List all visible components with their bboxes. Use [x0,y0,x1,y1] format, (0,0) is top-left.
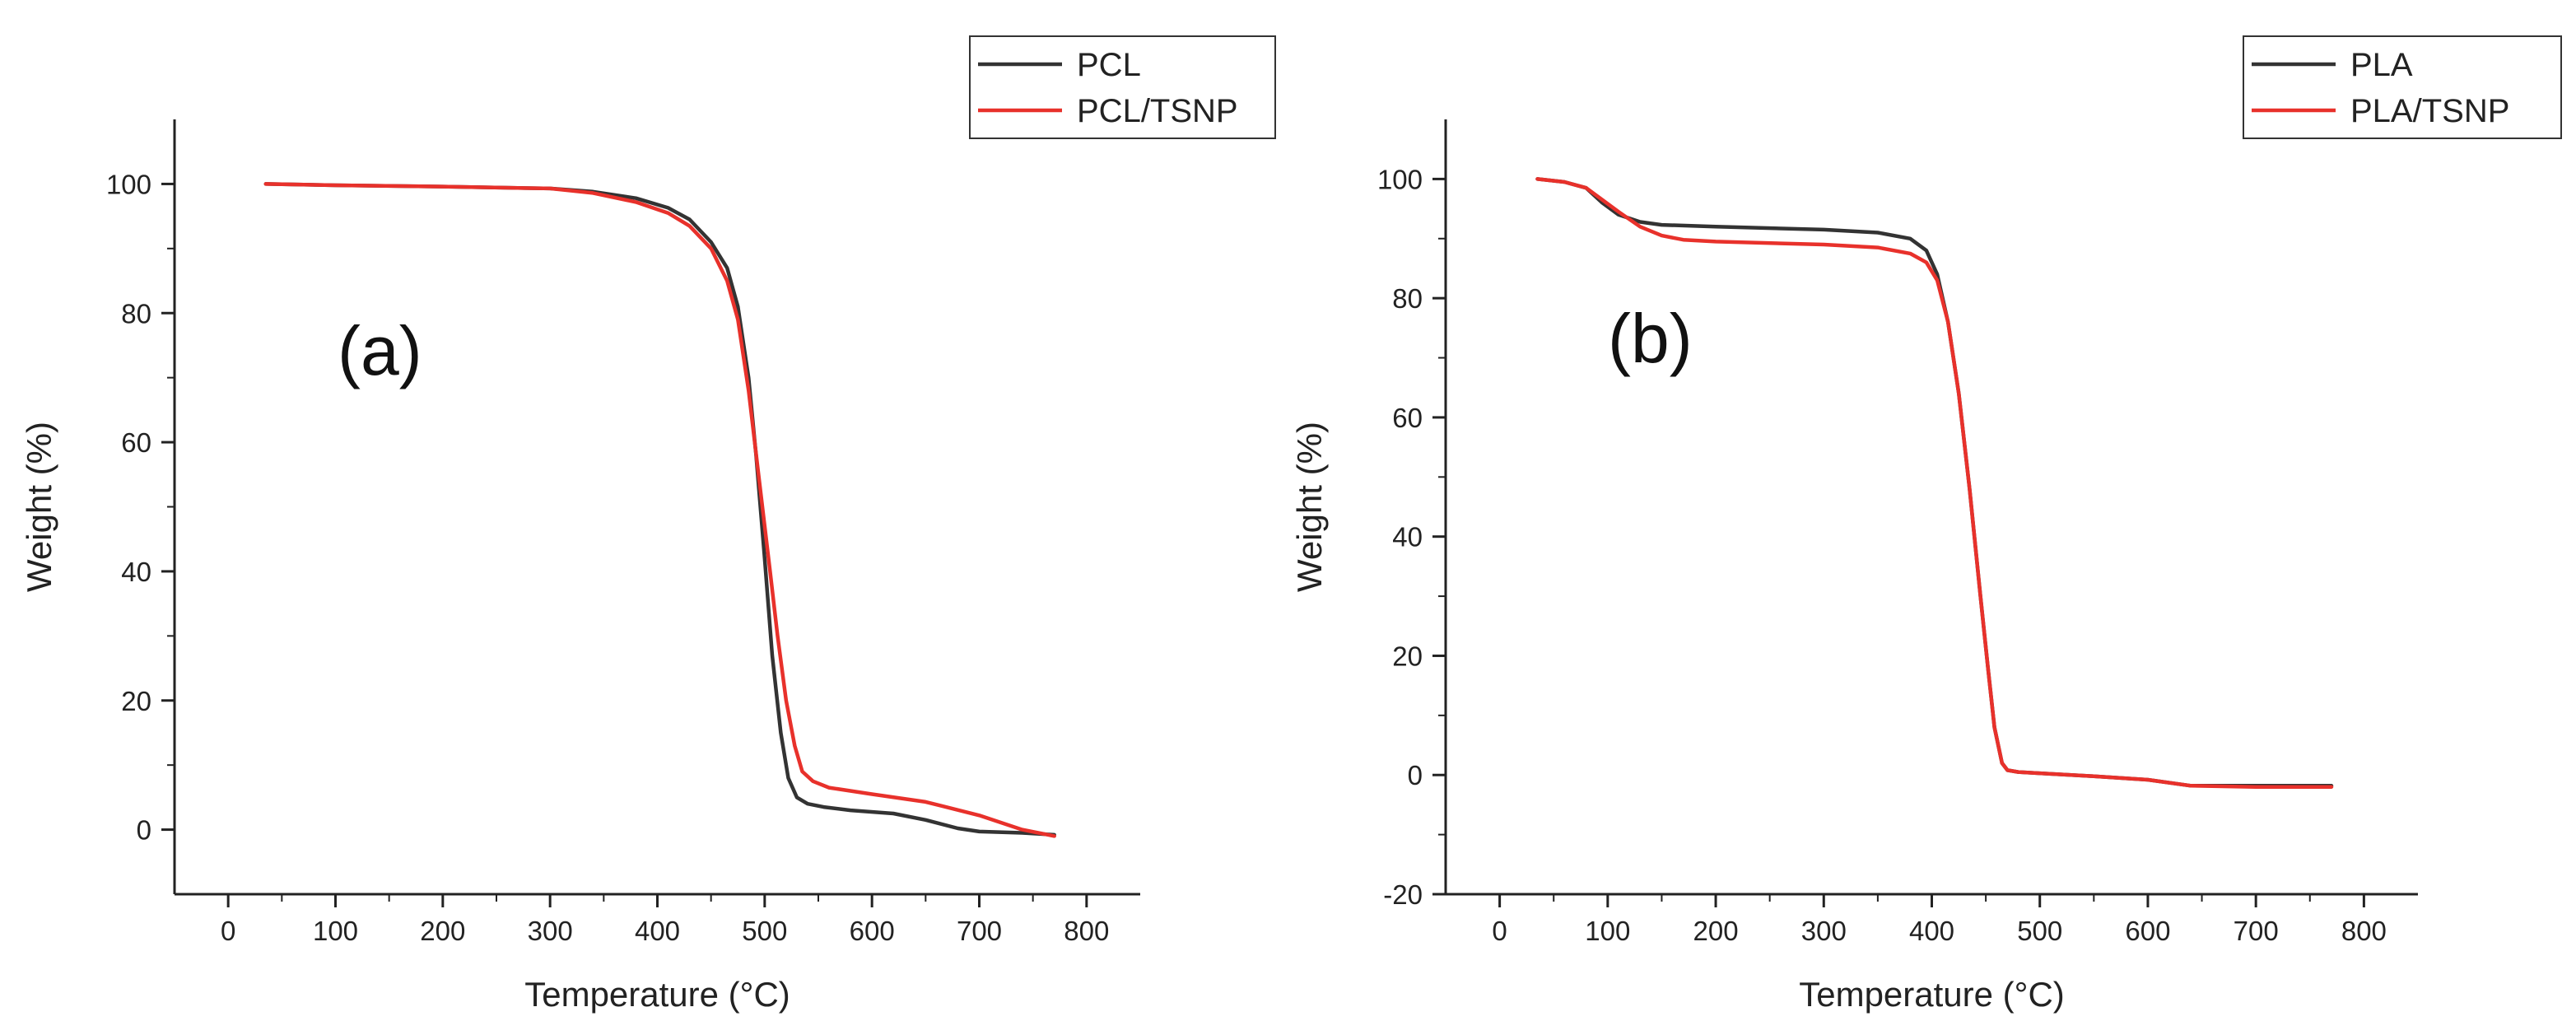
x-tick-label: 800 [1064,916,1109,946]
x-tick-label: 200 [1693,916,1739,946]
y-tick-label: 20 [121,686,151,716]
y-tick-label: 40 [121,557,151,587]
y-tick-label: 100 [1377,164,1423,194]
x-tick-label: 700 [957,916,1002,946]
y-axis-title: Weight (%) [20,422,58,592]
x-tick-label: 300 [1801,916,1847,946]
x-tick-label: 700 [2234,916,2279,946]
x-axis-title: Temperature (°C) [524,975,790,1014]
legend-label: PCL [1077,47,1141,83]
y-tick-label: -20 [1383,879,1423,910]
chart-panel-a: 0 100 200 300 400 500 600 700 800 0 20 40 60 80 100 Tem… [20,35,1276,1014]
y-axis-title: Weight (%) [1290,422,1329,592]
x-tick-label: 100 [313,916,358,946]
x-tick-label: 0 [221,916,235,946]
legend-box [2243,35,2562,139]
x-tick-label: 200 [420,916,465,946]
x-tick-label: 300 [528,916,573,946]
legend-label: PLA [2350,47,2413,83]
chart-panel-b: 0 100 200 300 400 500 600 700 800 -20 0 20 40 60 80 100… [1290,35,2562,1014]
y-tick-label: 100 [106,169,151,199]
y-tick-label: 20 [1392,641,1423,671]
y-tick-label: 0 [137,815,151,846]
panel-label: (a) [338,312,422,389]
y-tick-label: 60 [1392,403,1423,433]
panel-label: (b) [1608,300,1693,377]
series-line-pcl [263,182,1056,837]
x-tick-label: 500 [2017,916,2062,946]
x-tick-label: 400 [635,916,680,946]
y-tick-label: 80 [1392,283,1423,314]
y-tick-label: 0 [1408,760,1423,790]
x-tick-label: 500 [742,916,787,946]
x-tick-label: 800 [2341,916,2387,946]
series-line-pcl-tsnp [263,182,1056,838]
legend-box [969,35,1276,139]
y-tick-label: 80 [121,298,151,329]
x-tick-label: 100 [1585,916,1630,946]
series-line-pla-tsnp [1535,177,2334,789]
x-tick-label: 600 [850,916,895,946]
x-tick-label: 400 [1909,916,1954,946]
legend-label: PLA/TSNP [2350,93,2509,129]
x-axis-title: Temperature (°C) [1799,975,2065,1014]
x-tick-label: 0 [1492,916,1507,946]
legend-label: PCL/TSNP [1077,93,1238,129]
y-tick-label: 60 [121,427,151,458]
x-tick-label: 600 [2125,916,2170,946]
y-tick-label: 40 [1392,522,1423,552]
